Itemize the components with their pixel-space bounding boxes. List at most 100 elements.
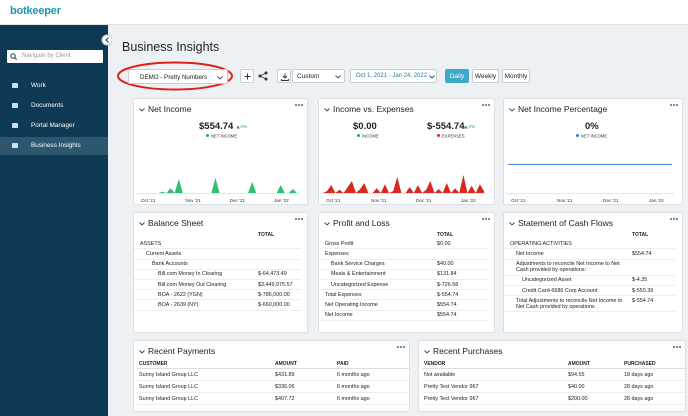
dot [301, 104, 303, 106]
row-label: OPERATING ACTIVITIES [504, 239, 630, 250]
row-value: $-726.58 [435, 279, 488, 291]
header-cell: AMOUNT [566, 359, 622, 370]
chevron-path [139, 108, 145, 112]
legend-label: EXPENSES [442, 133, 465, 139]
row-value: $40.00 [435, 259, 488, 270]
widget-title: Net Income Percentage [518, 104, 608, 114]
row-value: $-64,473.49 [256, 269, 301, 280]
search-box[interactable]: Navigate by Client [7, 50, 103, 63]
date-range-label: Oct 1, 2021 - Jan 24, 2022 [356, 73, 428, 79]
menu-icon-shape [12, 123, 18, 128]
row-label: Uncategorized Asset [504, 275, 630, 286]
row-value: $-550.39 [630, 285, 676, 297]
row-label: BOA - 2639 (NY) [134, 299, 256, 311]
recent-table: VENDOR AMOUNT PURCHASED Not available $94.55… [422, 359, 685, 406]
cell: Sunny Island Group LLC [137, 380, 273, 394]
cell: Not available [422, 368, 566, 382]
row-label: BOA - 2622 (YGN) [134, 289, 256, 301]
widget-title: Recent Purchases [433, 346, 503, 356]
dot [673, 346, 675, 348]
interval-button[interactable]: Daily [445, 69, 469, 83]
row-value [256, 239, 301, 250]
widget-title: Statement of Cash Flows [518, 218, 613, 228]
collapse-chevron [509, 108, 515, 112]
plus-path [244, 73, 251, 80]
widget-card: Income vs. Expenses $0.00 INCOME $-554.74 0%… [318, 98, 495, 205]
statement-row: Net Operating Income $554.74 [319, 299, 488, 311]
cell: 6 months ago [335, 368, 409, 382]
dot [301, 218, 303, 220]
row-value [256, 248, 301, 260]
header-cell [504, 230, 630, 239]
table-header-row: TOTAL [504, 230, 676, 239]
statement-row: Adjustments to reconcile Net Income to N… [504, 259, 676, 276]
menu-item[interactable]: Work [0, 77, 108, 95]
search-icon-handle [14, 57, 17, 60]
table-body: TOTAL Gross Profit $0.00 Expenses Bank Servi… [319, 230, 488, 332]
change-arrow [236, 125, 240, 129]
legend: NET INCOME [206, 133, 237, 138]
cell: $200.00 [566, 392, 622, 406]
chevron-path [509, 108, 515, 112]
x-tick-label: Dec '21 [230, 198, 246, 203]
widget-card: Recent Purchases VENDOR AMOUNT PURCHASED Not… [418, 340, 686, 412]
menu-item[interactable]: Documents [0, 97, 108, 115]
widget-title: Income vs. Expenses [333, 104, 414, 114]
collapse-chevron [105, 37, 109, 43]
download-button[interactable] [277, 69, 291, 83]
range-select-label: Custom [297, 72, 320, 80]
row-label: Total Expenses [319, 289, 435, 301]
header-cell: PURCHASED [622, 359, 685, 370]
menu-label: Work [31, 82, 46, 89]
menu-dots [397, 346, 405, 348]
row-value: $-660,000.00 [256, 299, 301, 311]
legend-swatch [357, 134, 360, 138]
cell: 6 months ago [335, 392, 409, 406]
dot [670, 218, 672, 220]
table-header-row: TOTAL [319, 230, 488, 239]
menu-icon-shape [12, 83, 18, 88]
cell: 28 days ago [622, 392, 685, 406]
header-cell [134, 230, 256, 239]
cell: $94.55 [566, 368, 622, 382]
recent-row: Pretty Test Vendor 967 $40.00 28 days ago [422, 380, 685, 394]
client-select[interactable]: DEMO - Pretty Numbers [128, 69, 228, 84]
collapse-chevron [139, 222, 145, 226]
add-button[interactable] [240, 69, 254, 83]
row-label: Uncategorized Expense [319, 279, 435, 291]
collapse-chevron [424, 350, 430, 354]
dot [298, 218, 300, 220]
dot [403, 346, 405, 348]
mini-chart: Oct '21 Nov '21 Dec '21 Jan '22 [321, 175, 486, 203]
dot [676, 104, 678, 106]
row-label: Bill.com Money Out Clearing [134, 279, 256, 291]
dot [295, 104, 297, 106]
dot [485, 218, 487, 220]
dot [670, 104, 672, 106]
menu-label: Business Insights [31, 142, 81, 149]
statement-table: TOTAL OPERATING ACTIVITIES Net Income $554.… [504, 230, 676, 313]
cell: $336.06 [273, 380, 335, 394]
row-value [630, 259, 676, 276]
table-header-row: CUSTOMER AMOUNT PAID [137, 359, 409, 370]
statement-row: Net Income $554.74 [319, 310, 488, 321]
x-tick-label: Jan '22 [649, 198, 664, 203]
date-range[interactable]: Oct 1, 2021 - Jan 24, 2022 [350, 69, 437, 83]
cell: $407.72 [273, 392, 335, 406]
row-label: Credit Card-6686 Corp Account [504, 285, 630, 297]
recent-row: Not available $94.55 18 days ago [422, 368, 685, 382]
menu-item[interactable]: Portal Manager [0, 117, 108, 135]
cell: 28 days ago [622, 380, 685, 394]
client-select-label: DEMO - Pretty Numbers [140, 73, 208, 81]
row-label: Bank Accounts [134, 259, 256, 270]
menu-item[interactable]: Business Insights [0, 137, 108, 155]
menu-dots [670, 218, 678, 220]
interval-button[interactable]: Monthly [502, 69, 530, 83]
interval-button[interactable]: Weekly [472, 69, 499, 83]
row-label: Net Income [504, 248, 630, 260]
menu-icon [12, 83, 18, 88]
kpi-value: $554.74 [199, 121, 234, 132]
dot [488, 104, 490, 106]
range-select[interactable]: Custom [292, 69, 345, 83]
